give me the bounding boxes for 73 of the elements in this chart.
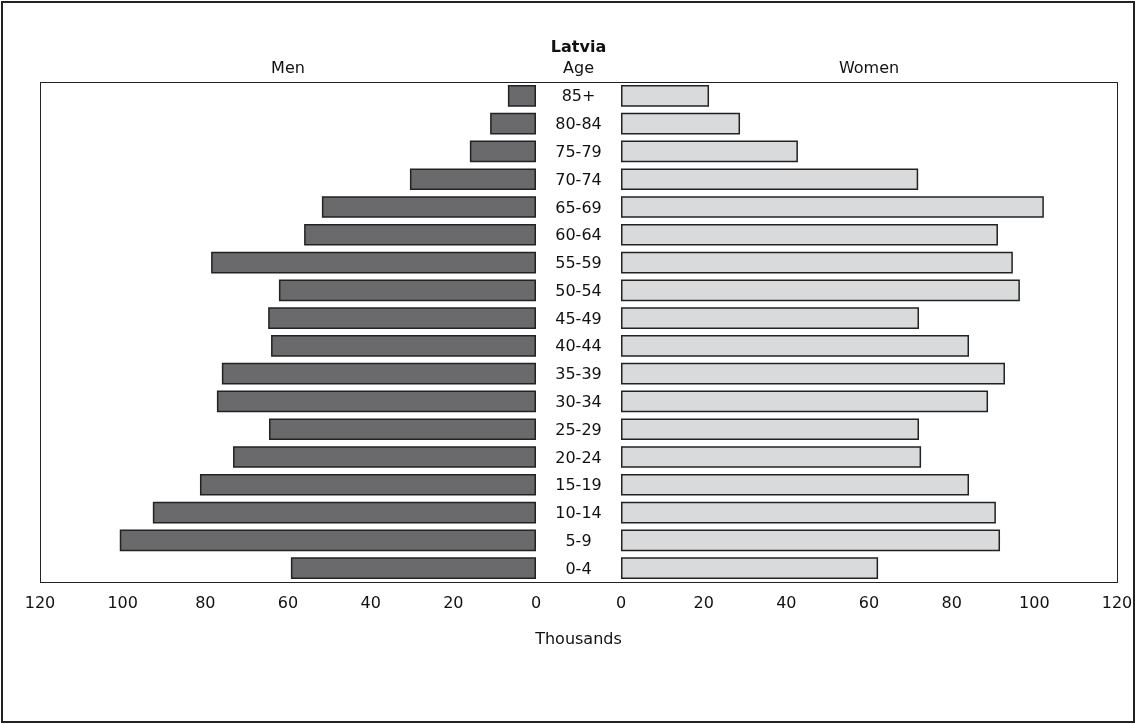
bar [268,307,536,329]
x-axis-title: Thousands [534,628,622,648]
bar [278,279,536,302]
x-tick-label: 100 [1019,592,1050,612]
x-tick-label: 100 [107,592,138,612]
text: Latvia [550,36,607,56]
bar [621,390,989,413]
bar [621,168,919,191]
bar [621,446,922,468]
x-tick-label: 120 [1101,592,1133,612]
y-axis-title: Age [563,57,594,77]
bar [621,473,970,496]
bar [621,529,1001,552]
bar [199,473,536,496]
y-tick-label: 50-54 [555,280,602,300]
bar [268,418,536,441]
y-tick-label: 25-29 [555,419,602,439]
x-tick-label: 80 [941,592,962,612]
bar [621,418,920,441]
bar [621,501,996,524]
bar [290,557,536,579]
y-tick-label: 0-4 [565,558,592,578]
bar [507,85,536,107]
bar [621,140,798,163]
y-tick-label: 5-9 [565,530,592,550]
y-tick-label: 10-14 [555,503,602,523]
bar [271,335,536,357]
bar [409,168,536,191]
bar [621,307,920,329]
bar [304,223,536,246]
x-tick-label: 40 [360,592,381,612]
y-tick-label: 75-79 [555,141,602,161]
bar [621,557,879,579]
y-tick-label: 20-24 [555,447,602,467]
bar [621,112,741,135]
y-tick-label: 40-44 [555,336,602,356]
y-tick-label: 45-49 [555,308,602,328]
bar [621,362,1005,385]
bar [621,279,1020,302]
bar [490,112,536,135]
x-tick-label: 120 [24,592,56,612]
y-tick-label: 30-34 [555,391,602,411]
y-tick-label: 60-64 [555,225,602,245]
bar [221,362,536,385]
y-tick-label: 15-19 [555,475,602,495]
y-tick-label: 35-39 [555,364,602,384]
bar [621,251,1013,274]
bar [152,501,536,524]
y-tick-label: 55-59 [555,253,602,273]
x-tick-label: 20 [443,592,464,612]
x-tick-label: 40 [776,592,797,612]
x-tick-label: 60 [858,592,880,612]
x-tick-label: 20 [693,592,714,612]
chart-subtitle: Men [271,57,305,77]
x-tick-label: 0 [530,592,542,612]
x-tick-label: 0 [615,592,627,612]
x-tick-label: 60 [277,592,299,612]
bar [621,85,710,107]
x-tick-label: 80 [195,592,216,612]
bar [469,140,536,163]
bar [233,446,536,468]
y-tick-label: 65-69 [555,197,602,217]
bar [621,223,998,246]
bar [119,529,536,552]
y-tick-label: 70-74 [555,169,602,189]
chart-subtitle: Women [838,57,900,77]
bar [621,196,1044,218]
bar [321,196,536,218]
bar [216,390,536,413]
y-tick-label: 80-84 [555,114,602,134]
bar [211,251,536,274]
bar [621,335,970,357]
y-tick-label: 85+ [561,86,596,106]
